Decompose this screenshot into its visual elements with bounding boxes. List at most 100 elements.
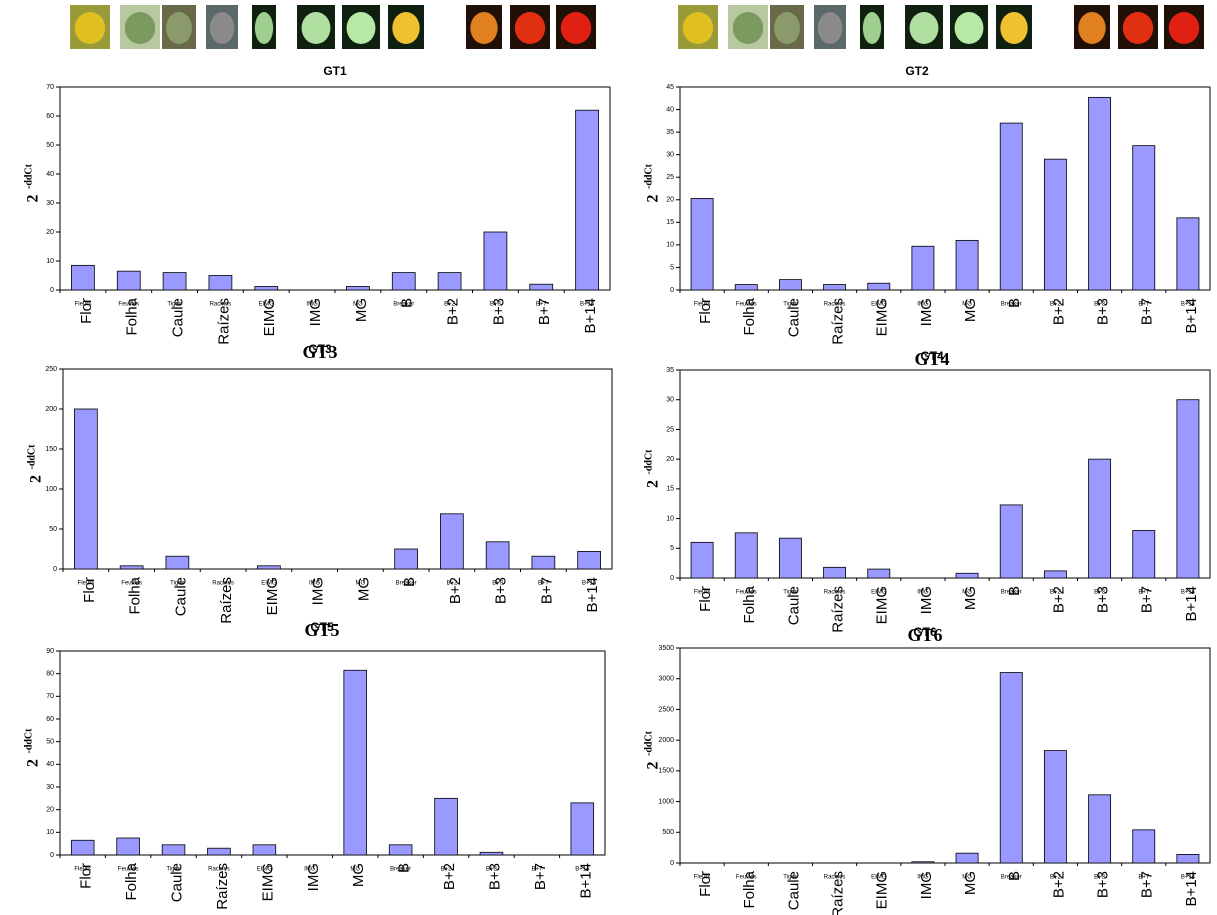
y-tick-label: 40 <box>46 761 54 768</box>
y-tick-label: 40 <box>46 171 54 178</box>
x-tick-label-rotated: B+7 <box>538 577 555 604</box>
bar <box>208 848 231 855</box>
y-axis-label: 2 <box>645 195 662 203</box>
x-tick-label-rotated: MG <box>962 586 979 610</box>
y-axis-label: 2 <box>28 475 45 483</box>
x-tick-label-rotated: IMG <box>305 863 322 891</box>
y-tick-label: 3000 <box>658 676 674 683</box>
x-tick-label-rotated: IMG <box>310 577 327 605</box>
x-tick-label-rotated: B+2 <box>447 577 464 604</box>
photo-fruit <box>561 12 591 44</box>
y-tick-label: 15 <box>666 219 674 226</box>
photo-fruit <box>470 12 497 44</box>
x-tick-label-rotated: B <box>396 863 413 873</box>
y-tick-label: 15 <box>666 486 674 493</box>
x-tick-label-rotated: Raízes <box>830 871 847 915</box>
bar <box>392 273 415 290</box>
x-tick-label-rotated: MG <box>350 863 367 887</box>
y-tick-label: 70 <box>46 693 54 700</box>
bar <box>344 670 367 855</box>
x-tick-label-rotated: Flor <box>697 586 714 612</box>
y-tick-label: 35 <box>666 129 674 136</box>
y-tick-label: 1000 <box>658 798 674 805</box>
y-tick-label: 0 <box>50 287 54 294</box>
y-tick-label: 150 <box>45 446 57 453</box>
x-tick-label-rotated: B <box>401 577 418 587</box>
x-tick-label-rotated: Caule <box>785 586 802 625</box>
y-tick-label: 10 <box>666 515 674 522</box>
x-tick-label-rotated: B <box>1006 298 1023 308</box>
bar <box>735 533 757 578</box>
bar <box>1000 505 1022 578</box>
x-tick-label-rotated: B+14 <box>577 863 594 898</box>
x-tick-label-rotated: B+7 <box>536 298 553 325</box>
chart-title: GT1 <box>323 64 347 78</box>
y-axis-label-sup: -ddCt <box>643 730 654 756</box>
bar <box>74 409 97 569</box>
bar <box>956 573 978 578</box>
bar <box>868 283 890 290</box>
x-tick-label-rotated: IMG <box>918 586 935 614</box>
plot-frame <box>63 369 612 569</box>
x-tick-label-rotated: Flor <box>697 871 714 897</box>
bar <box>163 273 186 290</box>
y-tick-label: 70 <box>46 84 54 91</box>
y-tick-label: 250 <box>45 366 57 373</box>
chart-title: GT2 <box>905 64 929 78</box>
y-tick-label: 20 <box>666 197 674 204</box>
bar <box>484 232 507 290</box>
x-tick-label-rotated: Raízes <box>215 298 232 345</box>
x-tick-label-rotated: B+2 <box>1050 298 1067 325</box>
x-tick-label-rotated: Raízes <box>830 298 847 345</box>
bar <box>162 845 185 855</box>
y-tick-label: 50 <box>49 526 57 533</box>
y-axis-label: 2 <box>25 759 42 767</box>
y-tick-label: 80 <box>46 671 54 678</box>
x-tick-label-rotated: IMG <box>918 871 935 899</box>
bar <box>1044 751 1066 863</box>
bar <box>1089 795 1111 863</box>
bar <box>779 280 801 290</box>
bar <box>120 566 143 569</box>
bar <box>912 246 934 290</box>
plot-frame <box>680 370 1210 578</box>
y-tick-label: 25 <box>666 174 674 181</box>
x-tick-label-rotated: B+7 <box>532 863 549 890</box>
bar <box>435 798 458 855</box>
y-tick-label: 3500 <box>658 645 674 652</box>
x-tick-label-rotated: B+3 <box>1095 298 1112 325</box>
x-tick-label-rotated: Folha <box>124 297 141 335</box>
x-tick-label-rotated: B+14 <box>1183 871 1200 906</box>
y-tick-label: 1500 <box>658 768 674 775</box>
y-tick-label: 500 <box>662 829 674 836</box>
y-tick-label: 0 <box>670 575 674 582</box>
x-tick-label-rotated: B <box>399 298 416 308</box>
plot-frame <box>60 87 610 290</box>
photo-fruit <box>733 12 763 44</box>
bar <box>735 285 757 290</box>
y-axis-label-sup: -ddCt <box>643 449 654 475</box>
bar <box>1089 97 1111 290</box>
y-axis-label: 2 <box>645 480 662 488</box>
x-tick-label-rotated: Caule <box>785 871 802 910</box>
bar <box>1133 146 1155 290</box>
photo-fruit <box>1169 12 1199 44</box>
x-tick-label-rotated: Raízes <box>830 586 847 633</box>
bar <box>440 514 463 569</box>
bar <box>1000 673 1022 863</box>
y-tick-label: 20 <box>666 456 674 463</box>
bar <box>868 569 890 578</box>
x-tick-label-rotated: B+3 <box>1095 586 1112 613</box>
y-tick-label: 2000 <box>658 737 674 744</box>
x-tick-label-rotated: B+2 <box>1050 586 1067 613</box>
y-tick-label: 0 <box>53 566 57 573</box>
y-tick-label: 30 <box>666 152 674 159</box>
bar <box>486 542 509 569</box>
photo-fruit <box>166 12 192 44</box>
photo-fruit <box>774 12 800 44</box>
bar <box>1089 459 1111 578</box>
bar <box>166 556 189 569</box>
plot-frame <box>60 651 605 855</box>
chart-title-overlay: GT4 <box>914 349 949 369</box>
bar <box>956 240 978 290</box>
